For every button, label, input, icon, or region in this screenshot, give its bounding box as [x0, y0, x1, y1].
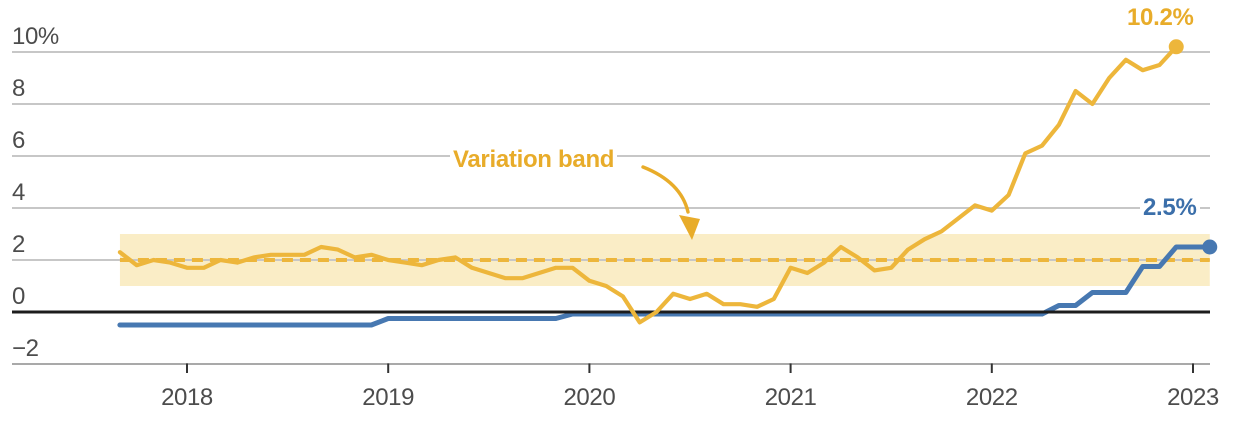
inflation-end-dot	[1168, 39, 1184, 55]
inflation-line	[117, 44, 1179, 325]
policy-rate-line	[117, 244, 1213, 328]
policy-rate-end-dot	[1202, 239, 1218, 255]
variation-band-arrow	[641, 165, 690, 214]
variation-band-arrowhead	[679, 215, 700, 240]
